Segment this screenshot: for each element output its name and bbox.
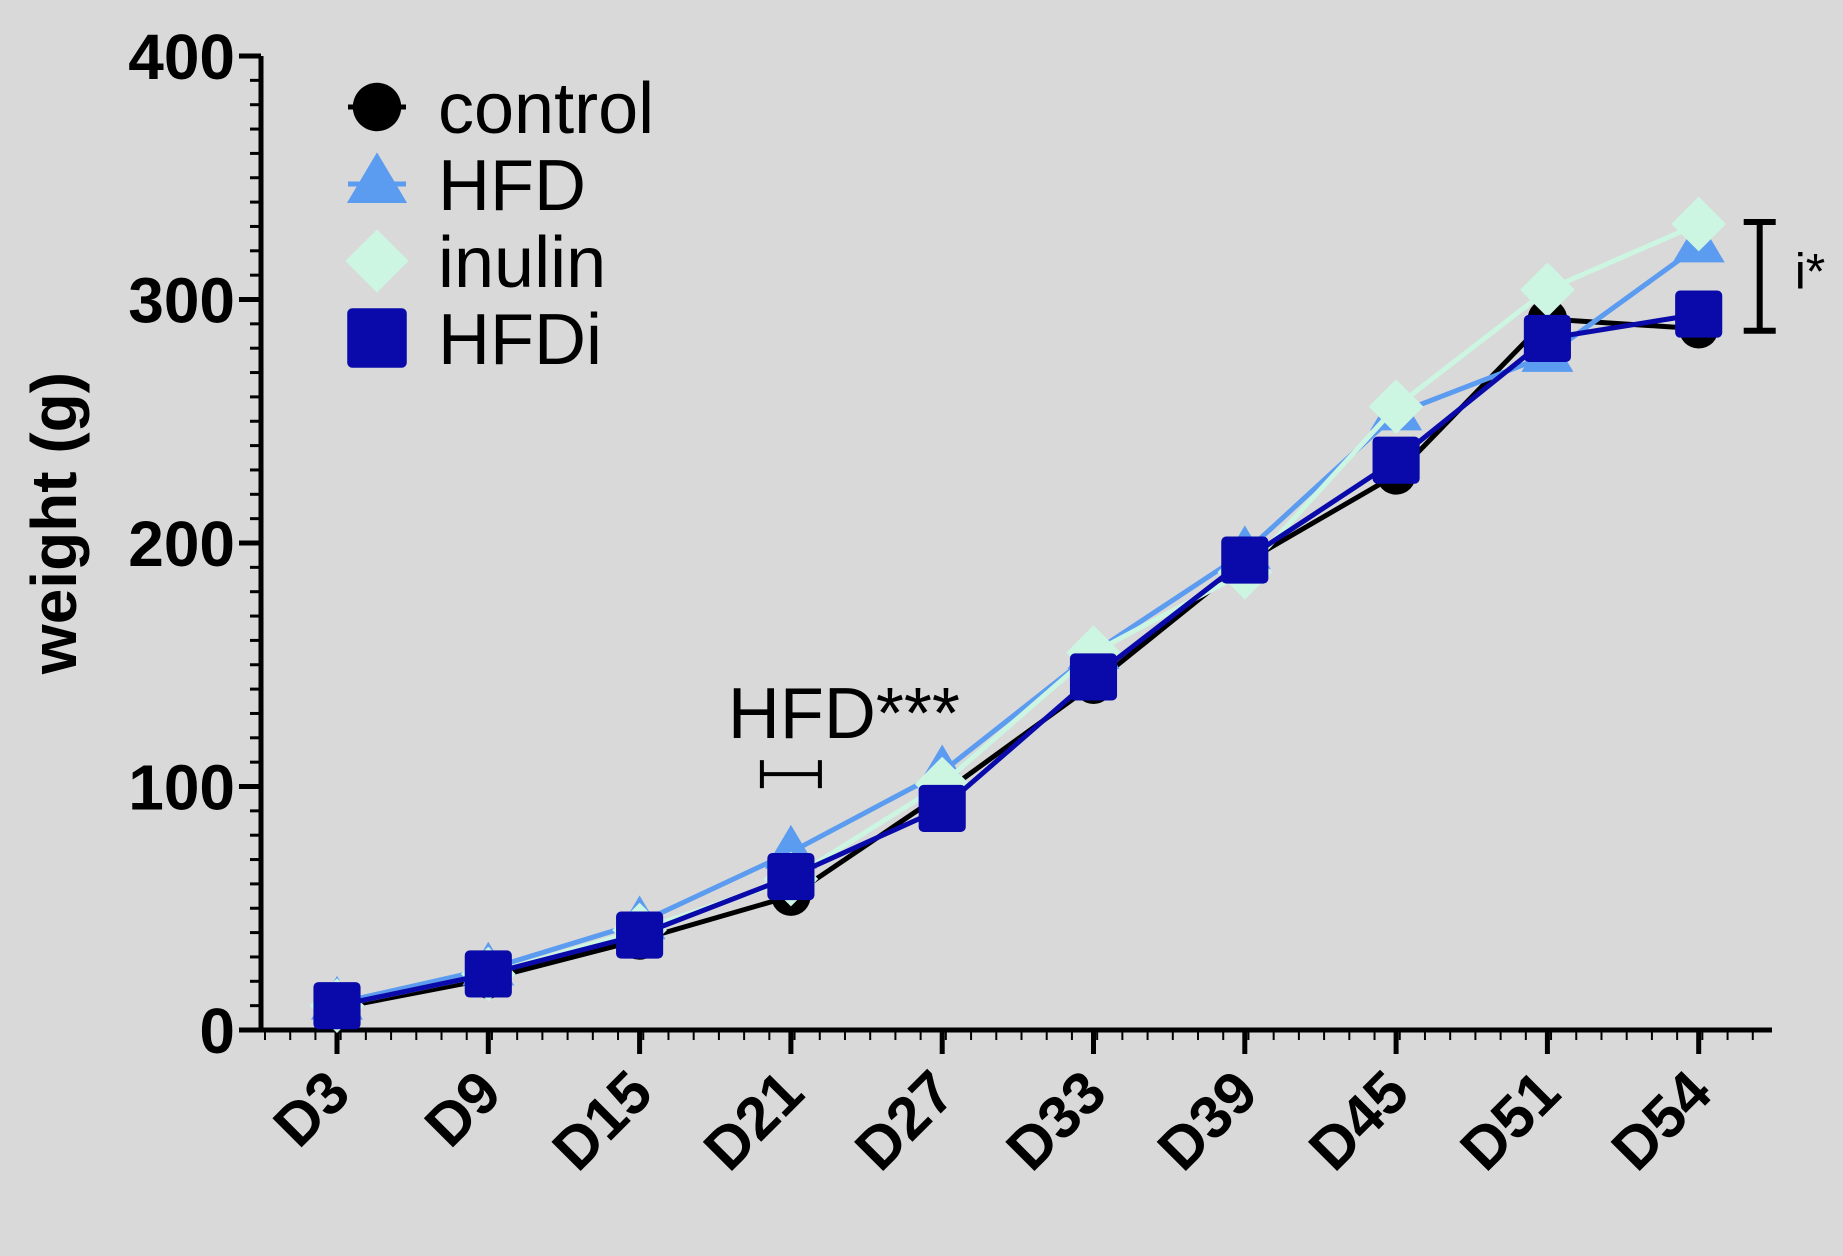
- data-point-HFDi: [918, 784, 966, 832]
- data-point-HFDi: [1069, 653, 1118, 701]
- data-point-HFDi: [1523, 314, 1571, 363]
- x-tick-label: D9: [412, 1058, 514, 1160]
- series-HFDi: [313, 290, 1723, 1030]
- legend-marker-inulin: [345, 229, 409, 293]
- series-control: [317, 299, 1719, 1028]
- annotation-label: i*: [1795, 243, 1826, 299]
- series-line-HFDi: [336, 311, 1700, 1009]
- x-tick-label: D3: [261, 1058, 363, 1160]
- legend-marker-control: [352, 82, 402, 132]
- data-point-inulin: [1368, 379, 1424, 434]
- series-line-HFD: [336, 243, 1701, 1006]
- legend-label-inulin: inulin: [438, 223, 606, 303]
- x-tick-label: D54: [1599, 1057, 1725, 1183]
- x-tick-label: D33: [993, 1058, 1118, 1183]
- annotations: HFD*** i*: [728, 219, 1826, 789]
- legend-marker-HFD: [346, 152, 408, 204]
- y-tick-label: 300: [128, 265, 235, 337]
- x-tick-label: D39: [1145, 1058, 1270, 1183]
- data-point-HFDi: [616, 911, 664, 959]
- y-tick-label: 200: [128, 508, 235, 580]
- x-tick-label: D21: [691, 1058, 816, 1183]
- data-point-HFDi: [1372, 436, 1420, 484]
- data-point-HFDi: [1675, 290, 1723, 338]
- legend-label-HFD: HFD: [438, 146, 586, 226]
- x-tick-label: D27: [842, 1058, 967, 1183]
- data-point-HFDi: [1221, 536, 1269, 584]
- legend-marker-HFDi: [347, 308, 407, 368]
- series-group: [309, 196, 1727, 1034]
- x-tick-label: D45: [1296, 1058, 1421, 1183]
- legend-label-control: control: [438, 69, 654, 149]
- annotation-label: HFD***: [728, 674, 960, 754]
- y-tick-label: 100: [128, 752, 235, 824]
- data-point-HFDi: [464, 950, 512, 998]
- data-point-inulin: [1671, 196, 1727, 252]
- y-tick-label: 400: [128, 21, 235, 93]
- series-line-control: [336, 316, 1699, 1011]
- data-point-HFDi: [767, 853, 815, 901]
- y-axis-title: weight (g): [18, 372, 90, 675]
- y-tick-label: 0: [199, 995, 235, 1067]
- x-tick-label: D15: [540, 1058, 665, 1183]
- legend-label-HFDi: HFDi: [438, 300, 602, 380]
- x-tick-label: D51: [1447, 1058, 1572, 1183]
- data-point-inulin: [1520, 262, 1575, 318]
- data-point-HFDi: [313, 982, 361, 1030]
